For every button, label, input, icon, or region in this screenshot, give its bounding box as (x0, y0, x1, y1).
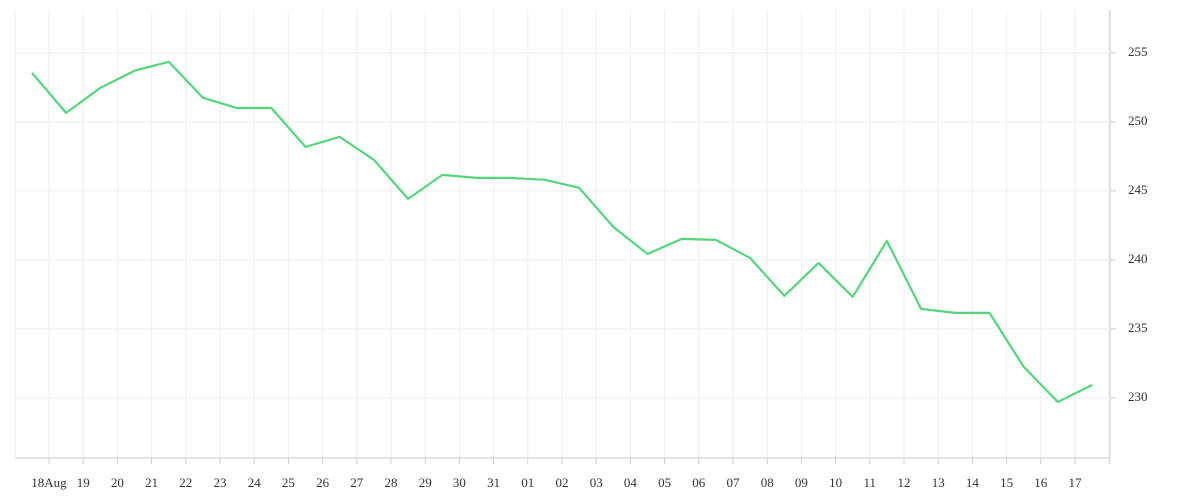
x-tick-label: 19 (77, 475, 90, 490)
x-tick-label: 13 (932, 475, 945, 490)
x-tick-label: 28 (385, 475, 398, 490)
line-series (31, 60, 1093, 404)
x-tick-label: 07 (727, 475, 741, 490)
x-tick-label: 08 (761, 475, 774, 490)
x-tick-label: 11 (864, 475, 877, 490)
x-tick-label: 22 (179, 475, 192, 490)
x-tick-label: 06 (692, 475, 706, 490)
x-tick-label: 09 (795, 475, 808, 490)
x-tick-label: 27 (350, 475, 364, 490)
x-tick-label: 23 (214, 475, 227, 490)
x-tick-label: 26 (316, 475, 330, 490)
x-tick-label: 30 (453, 475, 466, 490)
x-tick-label: 20 (111, 475, 124, 490)
x-tick-label: 25 (282, 475, 295, 490)
x-tick-label: 10 (829, 475, 842, 490)
x-tick-label: 04 (624, 475, 638, 490)
y-tick-label: 240 (1128, 251, 1148, 266)
x-tick-label: 15 (1000, 475, 1013, 490)
x-tick-label: 31 (487, 475, 500, 490)
y-tick-label: 235 (1128, 320, 1148, 335)
x-tick-label: 17 (1069, 475, 1083, 490)
x-tick-label: 03 (590, 475, 603, 490)
x-tick-label: 01 (521, 475, 534, 490)
x-tick-label: 18Aug (31, 475, 67, 490)
y-tick-label: 245 (1128, 182, 1148, 197)
x-tick-label: 29 (419, 475, 432, 490)
x-tick-label: 02 (556, 475, 569, 490)
x-tick-label: 05 (658, 475, 671, 490)
x-tick-label: 16 (1034, 475, 1048, 490)
x-tick-label: 21 (145, 475, 158, 490)
y-tick-label: 230 (1128, 389, 1148, 404)
x-tick-label: 14 (966, 475, 980, 490)
x-tick-label: 24 (248, 475, 262, 490)
x-tick-label: 12 (898, 475, 911, 490)
y-tick-label: 255 (1128, 44, 1148, 59)
y-tick-label: 250 (1128, 113, 1148, 128)
